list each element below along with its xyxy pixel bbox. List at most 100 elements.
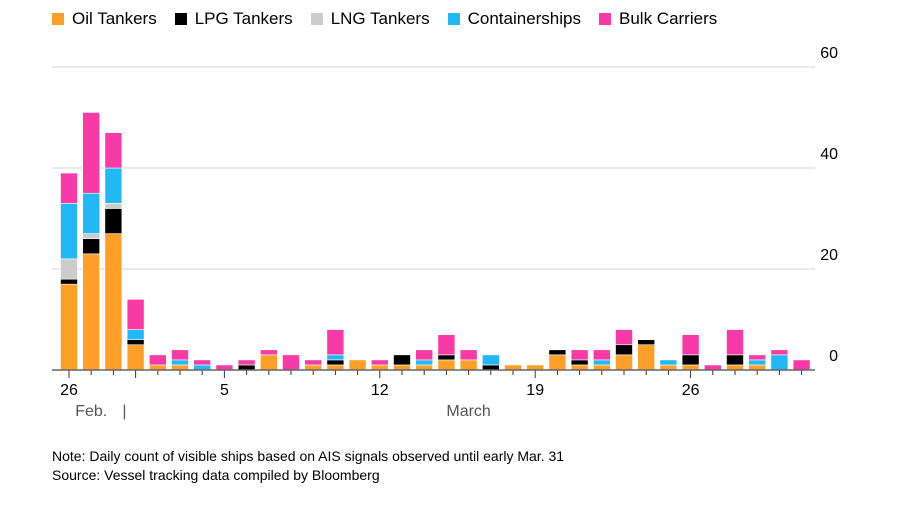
bar-segment <box>82 253 100 371</box>
bar-segment <box>726 364 744 371</box>
bar-segment <box>82 233 100 239</box>
bar-segment <box>548 354 567 371</box>
bar-segment <box>282 354 300 371</box>
bar-segment <box>259 354 278 371</box>
month-label: | <box>122 403 126 420</box>
bar-segment <box>237 359 256 366</box>
bar-segment <box>459 359 478 371</box>
bar-segment <box>681 334 700 356</box>
bar-segment <box>659 359 678 366</box>
legend-label: Oil Tankers <box>72 9 157 28</box>
bar-segment <box>82 192 100 234</box>
bar-segment <box>171 349 189 361</box>
bar-segment <box>393 364 411 371</box>
legend-item: Bulk Carriers <box>599 9 717 29</box>
bar-segment <box>726 354 744 366</box>
x-tick-label: 12 <box>371 382 389 399</box>
bar-segment <box>437 354 456 361</box>
bar-segment <box>570 364 589 371</box>
bar-segment <box>348 359 367 371</box>
bar-segment <box>437 334 456 356</box>
bar-segment <box>370 359 389 366</box>
bar-segment <box>415 349 434 361</box>
chart-note: Note: Daily count of visible ships based… <box>52 448 565 464</box>
bar-segment <box>126 298 145 330</box>
bar-segment <box>592 349 611 361</box>
bar-segment <box>681 354 700 366</box>
bar-segment <box>637 339 656 346</box>
bar-segment <box>770 349 789 356</box>
x-tick-label: 19 <box>526 382 544 399</box>
x-tick-label: 26 <box>60 382 78 399</box>
bar-segment <box>149 354 167 366</box>
bar-segment <box>415 359 434 366</box>
bar-segment <box>326 329 345 356</box>
bar-segment <box>237 364 256 371</box>
bar-segment <box>304 359 323 366</box>
bar-segment <box>415 364 434 371</box>
stacked-bar-chart: 0 20 40 60 26 5 12 19 26 Feb. | March <box>52 45 838 420</box>
y-tick-label: 60 <box>820 45 838 62</box>
bar-segment <box>104 132 123 169</box>
bar-segment <box>393 354 411 366</box>
bar-segment <box>748 354 767 361</box>
bar-segment <box>703 364 722 371</box>
bar-segment <box>748 359 767 366</box>
legend-item: LNG Tankers <box>310 9 430 29</box>
bar-segment <box>60 283 78 371</box>
bar-segment <box>548 349 567 356</box>
legend-swatch <box>174 13 187 25</box>
bar-segment <box>615 329 633 346</box>
bar-segment <box>481 354 500 366</box>
month-label: March <box>446 403 490 420</box>
y-tick-label: 40 <box>820 146 838 163</box>
bar-segment <box>526 364 545 371</box>
bar-segment <box>748 364 767 371</box>
bar-segment <box>637 344 656 371</box>
legend-item: Containerships <box>447 9 581 29</box>
legend-item: Oil Tankers <box>52 9 157 29</box>
bar-segment <box>726 329 744 356</box>
y-tick-label: 0 <box>829 348 838 365</box>
bar-segment <box>193 359 211 366</box>
bar-segment <box>570 359 589 366</box>
chart-source: Source: Vessel tracking data compiled by… <box>52 467 380 483</box>
bar-segment <box>437 359 456 371</box>
legend-item: LPG Tankers <box>174 9 293 29</box>
bar-segment <box>326 364 345 371</box>
bar-segment <box>570 349 589 361</box>
bar-segment <box>60 203 78 260</box>
bar-segment <box>792 359 811 371</box>
bar-segment <box>370 364 389 371</box>
legend-label: Containerships <box>467 9 581 28</box>
bar-segment <box>171 364 189 371</box>
bar-segment <box>481 364 500 371</box>
bar-segment <box>215 364 234 371</box>
legend: Oil Tankers LPG Tankers LNG Tankers Contain… <box>52 9 717 29</box>
x-tick-label: 5 <box>220 382 229 399</box>
legend-label: LNG Tankers <box>330 9 430 28</box>
bar-segment <box>82 238 100 255</box>
month-label: Feb. <box>75 403 107 420</box>
bar-segment <box>171 359 189 366</box>
bar-segment <box>126 329 145 341</box>
bar-segment <box>193 364 211 371</box>
bar-segment <box>592 364 611 371</box>
bar-segment <box>126 339 145 346</box>
bar-segment <box>60 258 78 280</box>
bar-segment <box>615 344 633 356</box>
x-tick-label: 26 <box>682 382 700 399</box>
legend-swatch <box>310 13 323 25</box>
bar-segment <box>104 208 123 234</box>
bar-segment <box>82 112 100 194</box>
bar-segment <box>681 364 700 371</box>
legend-swatch <box>599 13 611 25</box>
bar-segment <box>60 278 78 285</box>
legend-swatch <box>52 13 64 25</box>
legend-swatch <box>447 13 460 25</box>
bar-segment <box>149 364 167 371</box>
bar-segment <box>104 203 123 209</box>
bar-segment <box>615 354 633 371</box>
bar-segment <box>304 364 323 371</box>
bar-segment <box>104 233 123 371</box>
